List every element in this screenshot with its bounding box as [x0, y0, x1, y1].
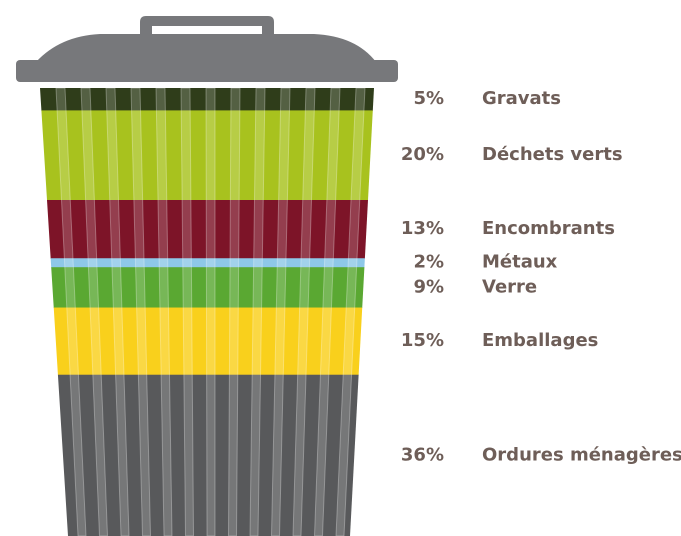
category-label: Ordures ménagères: [482, 444, 681, 465]
chart: 5% Gravats 20% Déchets verts 13% Encombrants 2…: [0, 0, 681, 536]
category-label: Emballages: [482, 330, 598, 351]
lid: [16, 16, 398, 82]
value-label: 13%: [401, 218, 444, 239]
value-label: 15%: [401, 330, 444, 351]
value-label: 36%: [401, 444, 444, 465]
category-label: Déchets verts: [482, 144, 623, 165]
category-label: Encombrants: [482, 218, 615, 239]
value-label: 5%: [413, 88, 444, 109]
category-label: Gravats: [482, 88, 561, 109]
category-label: Métaux: [482, 252, 558, 273]
category-label: Verre: [482, 276, 537, 297]
value-label: 20%: [401, 144, 444, 165]
stripe: [206, 88, 215, 536]
value-label: 9%: [413, 276, 444, 297]
value-label: 2%: [413, 252, 444, 273]
can: [30, 88, 390, 536]
